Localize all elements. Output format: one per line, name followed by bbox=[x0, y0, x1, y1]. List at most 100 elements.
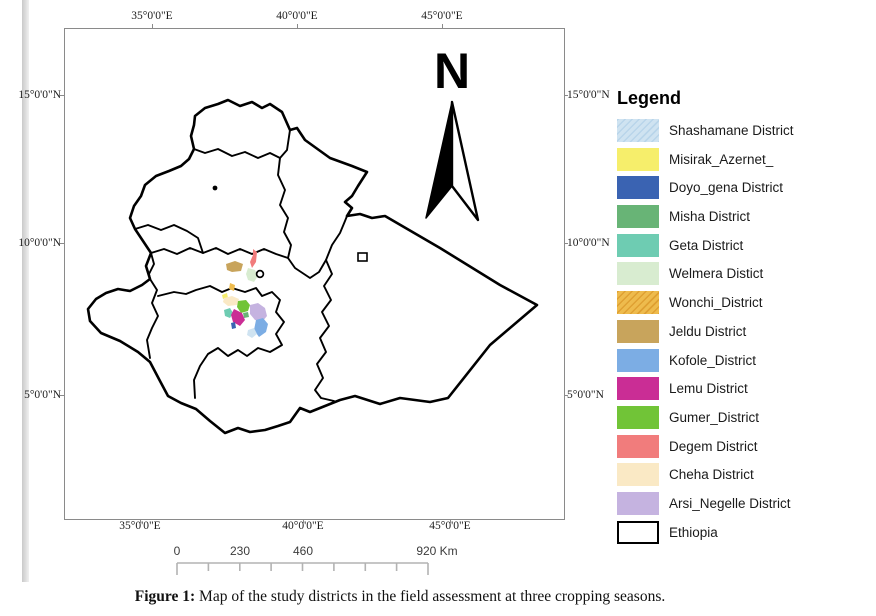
graticule-tick bbox=[60, 94, 64, 96]
graticule-tick bbox=[60, 394, 64, 396]
district-doyo_gena-shape bbox=[231, 322, 236, 329]
map-point-marker bbox=[212, 185, 218, 191]
figure-caption: Figure 1: Map of the study districts in … bbox=[0, 588, 800, 606]
graticule-tick bbox=[564, 242, 568, 244]
legend-item-lemu: Lemu District bbox=[617, 377, 867, 401]
legend-swatch-ethiopia bbox=[617, 520, 659, 544]
legend-item-shashamane: Shashamane District bbox=[617, 119, 867, 142]
legend-swatch-kofole bbox=[617, 348, 659, 372]
legend-label-wonchi: Wonchi_District bbox=[669, 295, 763, 311]
district-misha-shape bbox=[243, 312, 249, 318]
graticule-tick bbox=[449, 519, 451, 523]
graticule-tick bbox=[60, 242, 64, 244]
axis-label-right: 5°0'0"N bbox=[567, 389, 604, 401]
legend-swatch-arsi_negelle bbox=[617, 491, 659, 515]
graticule-tick bbox=[139, 519, 141, 523]
legend-label-gumer: Gumer_District bbox=[669, 409, 760, 425]
legend-swatch-degem bbox=[617, 434, 659, 458]
legend-label-shashamane: Shashamane District bbox=[669, 123, 794, 138]
axis-label-left: 10°0'0"N bbox=[18, 237, 61, 249]
legend-item-wonchi: Wonchi_District bbox=[617, 291, 867, 315]
graticule-tick bbox=[564, 394, 568, 396]
legend-swatch-gumer bbox=[617, 405, 659, 429]
legend-item-misirak: Misirak_Azernet_ bbox=[617, 147, 867, 171]
axis-label-top: 35°0'0"E bbox=[131, 10, 173, 22]
axis-label-left: 15°0'0"N bbox=[18, 89, 61, 101]
axis-label-left: 5°0'0"N bbox=[24, 389, 61, 401]
legend-item-gumer: Gumer_District bbox=[617, 405, 867, 429]
graticule-tick bbox=[151, 24, 153, 28]
legend-item-arsi_negelle: Arsi_Negelle District bbox=[617, 491, 867, 515]
legend-swatch-cheha bbox=[617, 463, 659, 487]
legend-item-welmera: Welmera Distict bbox=[617, 262, 867, 286]
district-welmera-shape bbox=[246, 268, 258, 282]
legend-title: Legend bbox=[617, 88, 682, 108]
study-districts bbox=[222, 249, 268, 338]
graticule-tick bbox=[296, 24, 298, 28]
district-kofole-shape bbox=[254, 318, 268, 337]
legend-swatch-jeldu bbox=[617, 319, 659, 343]
district-geta-shape bbox=[224, 308, 233, 318]
legend-swatch-misirak bbox=[617, 147, 659, 171]
legend-item-degem: Degem District bbox=[617, 434, 867, 458]
graticule-tick bbox=[441, 24, 443, 28]
legend-label-misha: Misha District bbox=[669, 209, 751, 225]
legend-label-ethiopia: Ethiopia bbox=[669, 524, 718, 540]
district-arsi_negelle-shape bbox=[250, 303, 267, 322]
scale-label-2: 460 bbox=[292, 544, 314, 558]
axis-label-top: 40°0'0"E bbox=[276, 10, 318, 22]
legend-item-kofole: Kofole_District bbox=[617, 348, 867, 372]
legend-label-doyo_gena: Doyo_gena District bbox=[669, 180, 784, 196]
district-degem-shape bbox=[250, 249, 257, 268]
scale-bar bbox=[176, 562, 429, 575]
legend-item-jeldu: Jeldu District bbox=[617, 319, 867, 343]
legend-label-jeldu: Jeldu District bbox=[669, 323, 747, 339]
ethiopia-outline bbox=[86, 98, 539, 435]
legend-swatch-welmera bbox=[617, 262, 659, 286]
addis-ababa-ring bbox=[255, 269, 265, 279]
north-letter: N bbox=[433, 43, 471, 99]
legend-item-cheha: Cheha District bbox=[617, 463, 867, 487]
legend-swatch-wonchi bbox=[617, 291, 659, 315]
axis-label-top: 45°0'0"E bbox=[421, 10, 463, 22]
district-jeldu-shape bbox=[226, 261, 243, 272]
ethiopia-map bbox=[86, 98, 539, 435]
legend-rows: Shashamane District Misirak_Azernet_ Doyo_… bbox=[617, 119, 867, 544]
scale-label-0: 0 bbox=[173, 544, 181, 558]
legend: Legend Shashamane District Misirak_Azerne… bbox=[617, 88, 867, 549]
page-edge-strip bbox=[22, 0, 29, 582]
axis-label-right: 10°0'0"N bbox=[567, 237, 610, 249]
north-arrow-icon bbox=[425, 100, 480, 222]
caption-text: Map of the study districts in the field … bbox=[195, 588, 666, 605]
legend-item-doyo_gena: Doyo_gena District bbox=[617, 176, 867, 200]
region-boundaries bbox=[134, 129, 348, 402]
legend-label-misirak: Misirak_Azernet_ bbox=[669, 151, 774, 167]
scale-label-3: 920 Km bbox=[416, 544, 458, 558]
scale-label-1: 230 bbox=[229, 544, 251, 558]
district-cheha-shape bbox=[223, 296, 239, 306]
dire-dawa-enclave bbox=[357, 252, 368, 262]
legend-swatch-geta bbox=[617, 233, 659, 257]
district-wonchi-shape bbox=[229, 283, 235, 291]
legend-swatch-misha bbox=[617, 205, 659, 229]
legend-label-degem: Degem District bbox=[669, 438, 758, 454]
legend-label-lemu: Lemu District bbox=[669, 381, 748, 397]
axis-label-bottom: 40°0'0"E bbox=[282, 520, 324, 532]
district-lemu-shape bbox=[231, 309, 245, 326]
caption-label: Figure 1: bbox=[134, 588, 196, 605]
legend-label-cheha: Cheha District bbox=[669, 467, 754, 483]
legend-swatch-shashamane bbox=[617, 119, 659, 142]
legend-swatch-doyo_gena bbox=[617, 176, 659, 200]
legend-label-kofole: Kofole_District bbox=[669, 352, 757, 368]
legend-label-arsi_negelle: Arsi_Negelle District bbox=[669, 495, 791, 511]
axis-label-bottom: 45°0'0"E bbox=[429, 520, 471, 532]
graticule-tick bbox=[564, 94, 568, 96]
legend-item-geta: Geta District bbox=[617, 233, 867, 257]
legend-item-misha: Misha District bbox=[617, 205, 867, 229]
axis-label-bottom: 35°0'0"E bbox=[119, 520, 161, 532]
graticule-tick bbox=[302, 519, 304, 523]
district-gumer-shape bbox=[237, 300, 250, 313]
axis-label-right: 15°0'0"N bbox=[567, 89, 610, 101]
legend-label-welmera: Welmera Distict bbox=[669, 266, 764, 282]
